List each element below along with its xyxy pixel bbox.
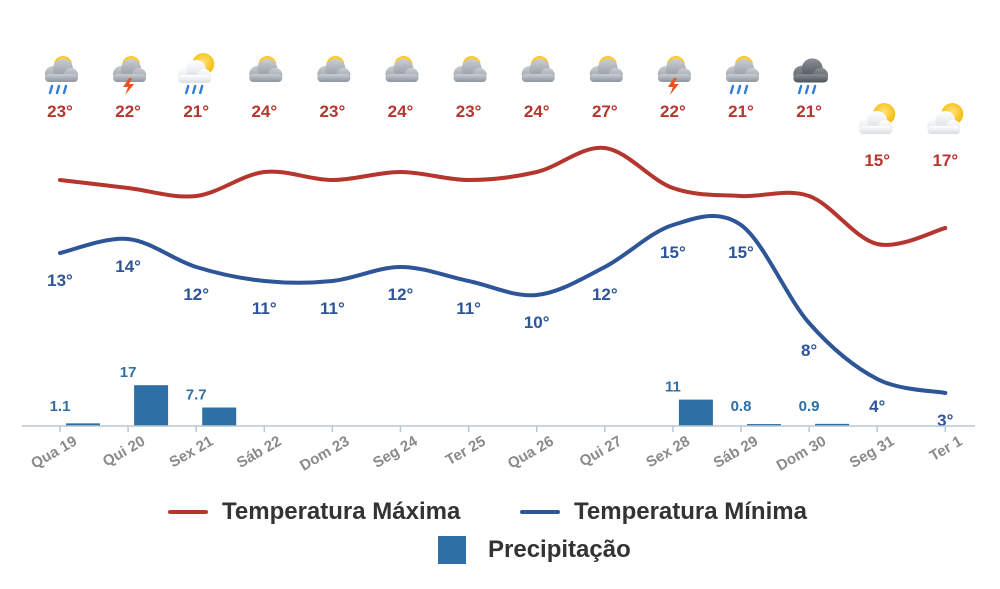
max-temp-label: 17° (932, 151, 958, 170)
max-temp-label: 23° (47, 102, 73, 121)
min-temp-label: 12° (592, 285, 618, 304)
partly-cloudy-icon (249, 56, 283, 82)
precipitation-bars: 1.1 17 7.7 11 0.8 0.9 (50, 364, 850, 426)
x-axis-day-label: Qua 19 (28, 433, 80, 473)
x-axis-day-label: Sáb 22 (234, 433, 284, 472)
min-temperature-line (58, 213, 948, 395)
x-axis-day-label: Qui 20 (100, 433, 148, 471)
precipitation-label: 0.8 (731, 398, 752, 415)
x-axis-ticks: Qua 19 Qui 20 Sex 21 Sáb 22 Dom 23 Seg 24 Ter … (28, 426, 965, 475)
precipitation-bar (66, 423, 100, 426)
max-temp-label: 21° (183, 102, 209, 121)
max-temp-label: 21° (796, 102, 822, 121)
partly-cloudy-rain-icon (726, 56, 759, 95)
min-temp-label: 12° (183, 285, 209, 304)
weather-chart: 23° 22° 21° 24° 23° 24° 23° 24° 27° 22° 21° 21° 15° 1… (22, 53, 975, 475)
x-axis-day-label: Ter 1 (927, 433, 966, 465)
sun-cloud-icon (859, 103, 896, 134)
min-temp-label: 11° (456, 299, 481, 318)
partly-cloudy-icon (521, 56, 555, 82)
legend-max-label: Temperatura Máxima (222, 498, 461, 525)
precipitation-label: 1.1 (50, 398, 71, 415)
max-temperature-labels: 23° 22° 21° 24° 23° 24° 23° 24° 27° 22° 21° 21° 15° 1… (47, 102, 958, 170)
partly-cloudy-icon (589, 56, 623, 82)
precipitation-label: 11 (665, 379, 681, 396)
min-temp-label: 15° (660, 243, 686, 262)
sun-cloud-rain-icon (178, 53, 215, 95)
thunderstorm-icon (113, 56, 147, 95)
legend-item-min: Temperatura Mínima (520, 498, 807, 526)
min-temp-label: 15° (728, 243, 754, 262)
min-temp-label: 13° (47, 271, 73, 290)
partly-cloudy-rain-icon (45, 56, 78, 95)
legend-min-swatch (520, 510, 560, 514)
max-temp-label: 23° (320, 102, 346, 121)
precipitation-label: 0.9 (799, 398, 820, 415)
precipitation-bar (678, 399, 713, 426)
max-temp-label: 15° (864, 151, 890, 170)
max-temp-label: 22° (115, 102, 141, 121)
partly-cloudy-icon (453, 56, 487, 82)
max-temp-label: 24° (251, 102, 277, 121)
legend-max-swatch (168, 510, 208, 514)
max-temp-label: 27° (592, 102, 618, 121)
x-axis-day-label: Seg 31 (847, 433, 897, 472)
max-temp-label: 24° (388, 102, 414, 121)
x-axis-day-label: Ter 25 (443, 433, 489, 469)
min-temp-label: 11° (320, 299, 345, 318)
legend-item-precip: Precipitação (438, 536, 631, 564)
min-temp-label: 12° (388, 285, 414, 304)
precipitation-label: 17 (120, 364, 137, 381)
min-temp-label: 4° (869, 397, 885, 416)
legend-precip-swatch (438, 536, 466, 564)
x-axis-day-label: Sáb 29 (711, 433, 761, 472)
precipitation-bar (747, 424, 781, 426)
precipitation-bar (134, 385, 169, 426)
max-temp-label: 24° (524, 102, 550, 121)
x-axis-day-label: Sex 21 (167, 433, 217, 471)
legend-precip-label: Precipitação (488, 536, 631, 563)
precipitation-label: 7.7 (186, 387, 207, 404)
min-temp-label: 10° (524, 313, 550, 332)
x-axis-day-label: Sex 28 (643, 433, 693, 471)
x-axis-day-label: Dom 23 (297, 433, 352, 475)
precipitation-bar (202, 407, 237, 426)
min-temperature-labels: 13°14°12°11° 11°12°11°10°12°15° 15°8°4°3° (47, 243, 953, 430)
precipitation-bar (815, 423, 850, 426)
min-temp-label: 11° (252, 299, 277, 318)
x-axis-day-label: Dom 30 (774, 433, 829, 475)
min-temp-label: 14° (115, 257, 141, 276)
max-temp-label: 22° (660, 102, 686, 121)
legend-item-max: Temperatura Máxima (168, 498, 460, 526)
x-axis-day-label: Seg 24 (370, 432, 421, 471)
dark-cloud-rain-icon (793, 58, 828, 95)
legend-min-label: Temperatura Mínima (574, 498, 807, 525)
x-axis-day-label: Qui 27 (577, 433, 625, 471)
max-temperature-line (58, 145, 948, 247)
min-temp-label: 8° (801, 341, 817, 360)
max-temp-label: 21° (728, 102, 754, 121)
weather-icons (45, 53, 964, 134)
x-axis-day-label: Qua 26 (505, 433, 557, 473)
partly-cloudy-icon (385, 56, 419, 82)
partly-cloudy-icon (317, 56, 351, 82)
sun-cloud-icon (927, 103, 964, 134)
max-temp-label: 23° (456, 102, 482, 121)
thunderstorm-icon (657, 56, 691, 95)
